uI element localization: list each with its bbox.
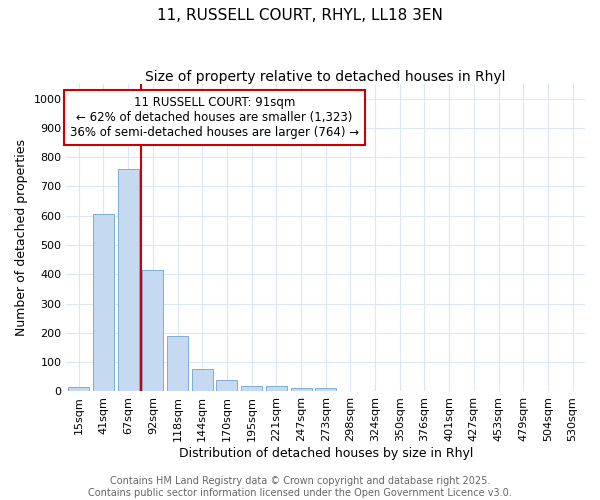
Bar	[315, 388, 336, 392]
Text: 11, RUSSELL COURT, RHYL, LL18 3EN: 11, RUSSELL COURT, RHYL, LL18 3EN	[157, 8, 443, 22]
Bar	[118, 169, 139, 392]
Title: Size of property relative to detached houses in Rhyl: Size of property relative to detached ho…	[145, 70, 506, 84]
Bar	[192, 370, 213, 392]
Bar	[68, 387, 89, 392]
Bar	[93, 214, 114, 392]
Y-axis label: Number of detached properties: Number of detached properties	[15, 139, 28, 336]
Text: 11 RUSSELL COURT: 91sqm
← 62% of detached houses are smaller (1,323)
36% of semi: 11 RUSSELL COURT: 91sqm ← 62% of detache…	[70, 96, 359, 140]
Bar	[241, 386, 262, 392]
Bar	[266, 386, 287, 392]
Bar	[167, 336, 188, 392]
X-axis label: Distribution of detached houses by size in Rhyl: Distribution of detached houses by size …	[179, 447, 473, 460]
Bar	[290, 388, 311, 392]
Text: Contains HM Land Registry data © Crown copyright and database right 2025.
Contai: Contains HM Land Registry data © Crown c…	[88, 476, 512, 498]
Bar	[142, 270, 163, 392]
Bar	[217, 380, 238, 392]
